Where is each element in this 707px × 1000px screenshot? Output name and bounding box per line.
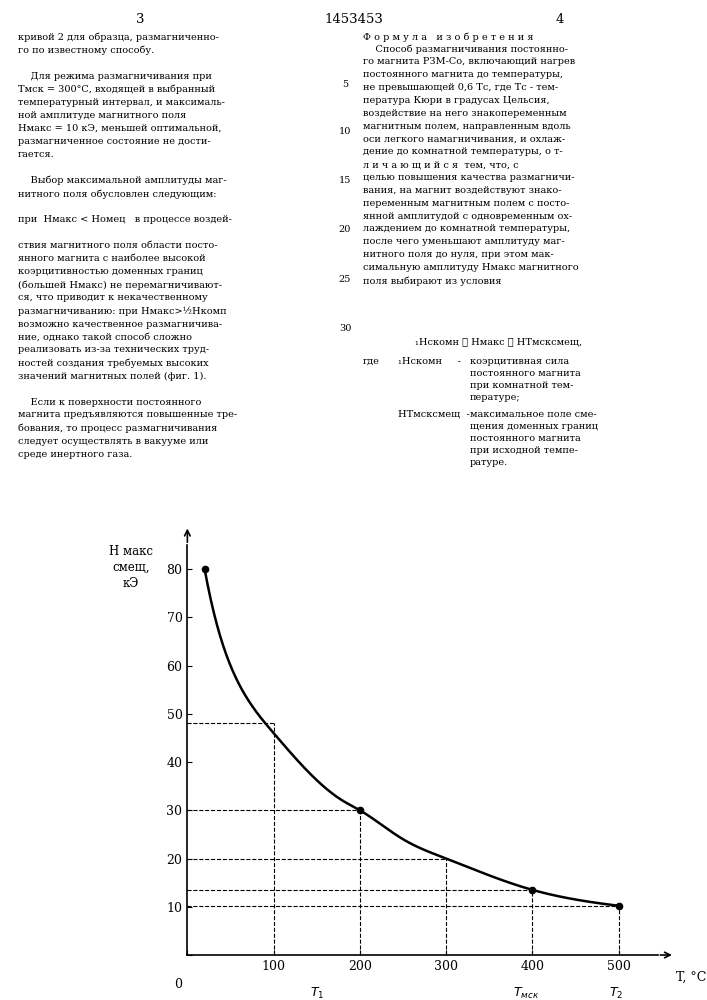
Text: $T_2$: $T_2$ (609, 986, 624, 1000)
Text: H макс
смещ,
кЭ: H макс смещ, кЭ (109, 545, 153, 590)
Text: при комнатной тем-: при комнатной тем- (470, 381, 573, 390)
Text: 1453453: 1453453 (325, 13, 383, 26)
Text: Ф о р м у л а   и з о б р е т е н и я: Ф о р м у л а и з о б р е т е н и я (363, 32, 534, 41)
Text: 30: 30 (339, 324, 351, 333)
Text: ₁Нскомн ≧ Нмакс ≧ НТмсксмещ,: ₁Нскомн ≧ Нмакс ≧ НТмсксмещ, (415, 337, 582, 346)
Text: 4: 4 (556, 13, 564, 26)
Text: 5: 5 (342, 80, 348, 89)
Text: при исходной темпе-: при исходной темпе- (470, 446, 578, 455)
Text: где: где (363, 357, 380, 366)
Text: 3: 3 (136, 13, 144, 26)
Text: кривой 2 для образца, размагниченно-
го по известному способу.

    Для режима р: кривой 2 для образца, размагниченно- го … (18, 32, 237, 459)
Text: 15: 15 (339, 176, 351, 185)
Text: $T_1$: $T_1$ (310, 986, 324, 1000)
Text: 25: 25 (339, 275, 351, 284)
Text: Способ размагничивания постоянно-
го магнита РЗМ-Со, включающий нагрев
постоянно: Способ размагничивания постоянно- го маг… (363, 44, 578, 286)
Text: постоянного магнита: постоянного магнита (470, 369, 580, 378)
Text: ₁Нскомн     -: ₁Нскомн - (398, 357, 461, 366)
Text: ратуре.: ратуре. (470, 458, 508, 467)
Text: постоянного магнита: постоянного магнита (470, 434, 580, 443)
Text: максимальное поле сме-: максимальное поле сме- (470, 410, 597, 419)
Text: пературе;: пературе; (470, 393, 520, 402)
Text: НТмсксмещ  -: НТмсксмещ - (398, 410, 469, 419)
Text: 10: 10 (339, 127, 351, 136)
Text: T, °C: T, °C (677, 971, 707, 984)
Text: коэрцитивная сила: коэрцитивная сила (470, 357, 569, 366)
Text: 20: 20 (339, 225, 351, 234)
Text: щения доменных границ: щения доменных границ (470, 422, 598, 431)
Text: $T_{мск}$: $T_{мск}$ (513, 986, 539, 1000)
Text: 0: 0 (174, 978, 182, 991)
